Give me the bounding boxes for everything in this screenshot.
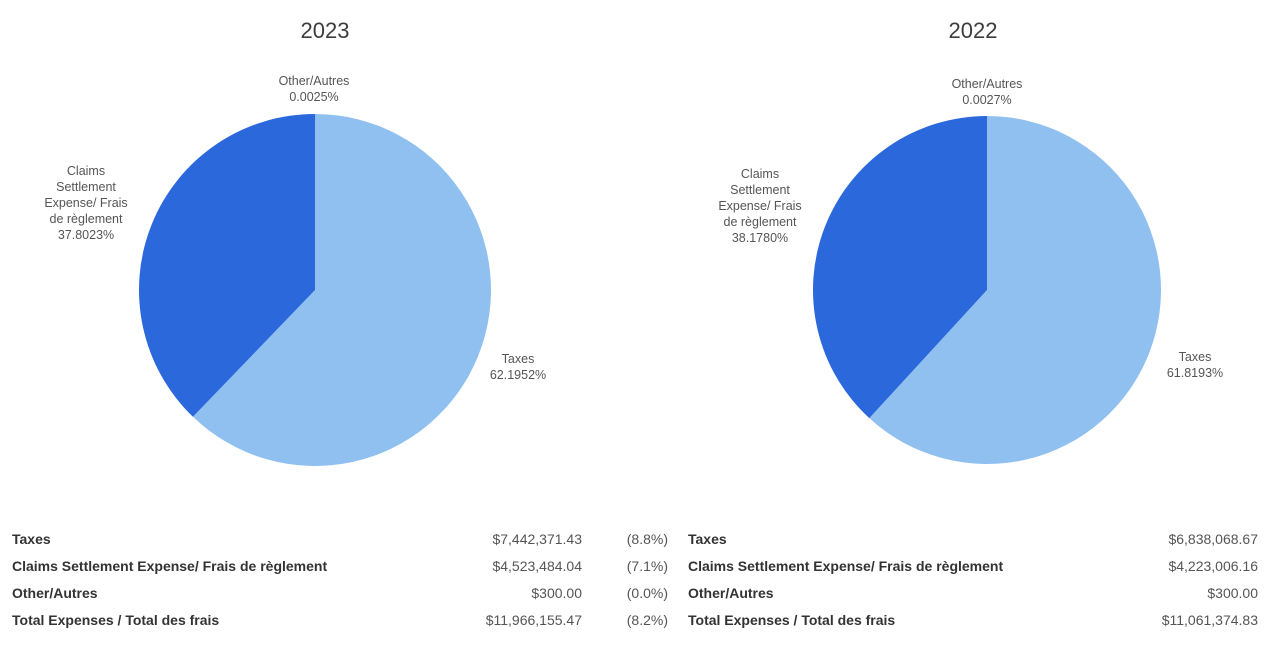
slice-label-claims-2022: Claims Settlement Expense/ Frais de règl… <box>718 167 802 245</box>
row-change: (7.1%) <box>626 557 668 574</box>
slice-label-taxes-2022: Taxes 61.8193% <box>1166 350 1224 380</box>
expense-table-2023: Taxes $7,442,371.43 (8.8%) Claims Settle… <box>12 525 668 633</box>
slice-label-other-2022: Other/Autres 0.0027% <box>951 77 1023 107</box>
row-amount: $11,966,155.47 <box>485 611 582 628</box>
chart-title-2022: 2022 <box>948 18 998 43</box>
slice-label-other-2023: Other/Autres 0.0025% <box>278 74 350 104</box>
row-label: Other/Autres <box>688 584 774 601</box>
table-row: Other/Autres $300.00 <box>688 579 1258 606</box>
table-row: Claims Settlement Expense/ Frais de règl… <box>12 552 668 579</box>
expense-table-2022: Taxes $6,838,068.67 Claims Settlement Ex… <box>688 525 1258 633</box>
row-change: (0.0%) <box>626 584 668 601</box>
row-change: (8.2%) <box>626 611 668 628</box>
pie-chart-2022 <box>813 116 1161 465</box>
table-row: Taxes $6,838,068.67 <box>688 525 1258 552</box>
pie-slice-taxes-2022 <box>869 116 1161 465</box>
pie-slice-taxes-2023 <box>192 114 491 467</box>
table-row: Claims Settlement Expense/ Frais de règl… <box>688 552 1258 579</box>
slice-label-taxes-2023: Taxes 62.1952% <box>489 352 547 382</box>
row-label: Taxes <box>688 530 727 547</box>
table-row: Other/Autres $300.00 (0.0%) <box>12 579 668 606</box>
row-label: Total Expenses / Total des frais <box>12 611 220 628</box>
row-amount: $4,523,484.04 <box>492 557 582 574</box>
row-amount: $6,838,068.67 <box>1168 530 1258 547</box>
pie-slice-claims-2022 <box>813 116 987 419</box>
row-amount: $300.00 <box>531 584 582 601</box>
slice-label-claims-2023: Claims Settlement Expense/ Frais de règl… <box>44 164 128 242</box>
row-label: Total Expenses / Total des frais <box>688 611 896 628</box>
pie-slice-claims-2023 <box>138 114 315 417</box>
row-label: Other/Autres <box>12 584 98 601</box>
row-amount: $300.00 <box>1207 584 1258 601</box>
row-label: Claims Settlement Expense/ Frais de règl… <box>688 557 1004 574</box>
pie-chart-2023 <box>138 114 491 467</box>
row-amount: $7,442,371.43 <box>492 530 582 547</box>
row-amount: $4,223,006.16 <box>1168 557 1258 574</box>
table-row-total: Total Expenses / Total des frais $11,966… <box>12 606 668 633</box>
row-change: (8.8%) <box>626 530 668 547</box>
row-label: Claims Settlement Expense/ Frais de règl… <box>12 557 328 574</box>
chart-title-2023: 2023 <box>300 18 350 43</box>
pie-slice-other-2022 <box>869 290 987 419</box>
row-label: Taxes <box>12 530 51 547</box>
pie-slice-other-2023 <box>192 290 315 417</box>
table-row-total: Total Expenses / Total des frais $11,061… <box>688 606 1258 633</box>
table-row: Taxes $7,442,371.43 (8.8%) <box>12 525 668 552</box>
row-amount: $11,061,374.83 <box>1161 611 1258 628</box>
